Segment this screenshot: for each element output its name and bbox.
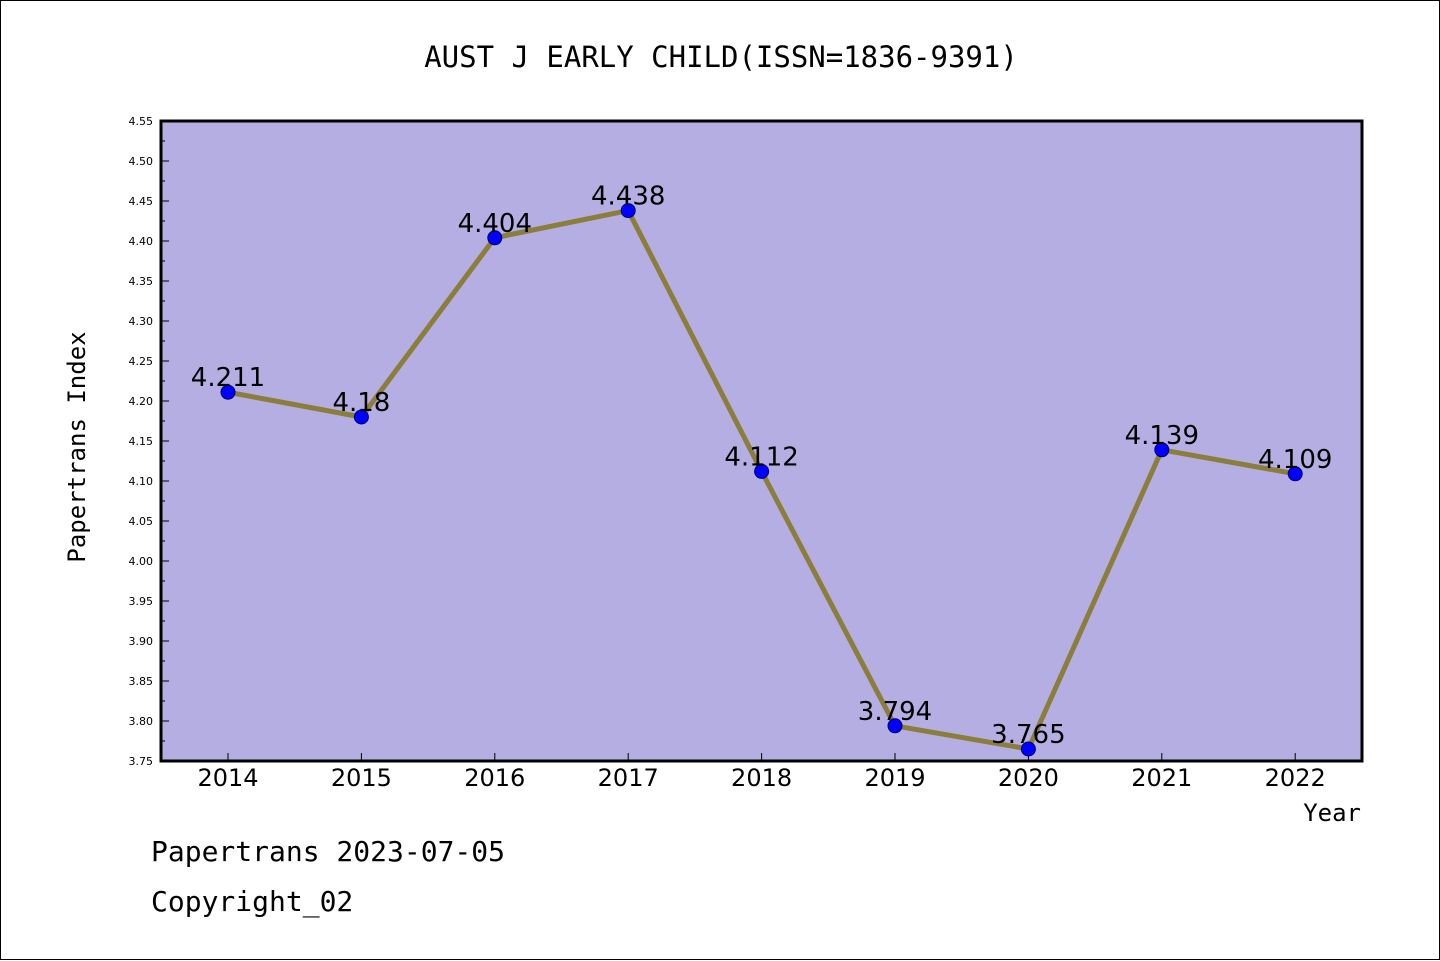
x-tick-label: 2014 [197,764,258,792]
y-tick-label: 4.10 [129,475,154,488]
y-tick-label: 3.85 [129,675,154,688]
data-point [487,230,503,246]
y-tick-label: 4.05 [129,515,154,528]
data-label: 4.18 [332,388,390,418]
x-tick-label: 2015 [331,764,392,792]
y-tick-label: 4.45 [129,195,154,208]
y-tick-label: 4.25 [129,355,154,368]
y-tick-label: 4.35 [129,275,154,288]
data-label: 3.794 [858,697,932,727]
y-tick-label: 3.95 [129,595,154,608]
footer-date-text: Papertrans 2023-07-05 [151,835,506,868]
x-tick-label: 2017 [598,764,659,792]
plot-frame [159,119,1364,763]
data-point [220,384,236,400]
y-tick-label: 3.75 [129,755,154,768]
y-tick-label: 4.20 [129,395,154,408]
y-tick-label: 3.90 [129,635,154,648]
data-labels: 4.211 4.18 4.404 4.438 4.112 3.794 3.765 4.139 4… [191,182,1333,750]
data-label: 4.211 [191,363,265,393]
data-point [620,203,636,219]
y-axis-title: Papertrans Index [63,331,91,562]
data-label: 4.139 [1125,421,1199,451]
data-label: 4.109 [1258,445,1332,475]
x-tick-label: 2021 [1131,764,1192,792]
y-tick-label: 4.30 [129,315,154,328]
y-axis: 3.75 3.80 3.85 3.90 3.95 4.00 4.05 4.10 4.15 4.20… [129,115,169,768]
x-tick-label: 2016 [464,764,525,792]
x-tick-label: 2022 [1265,764,1326,792]
data-label: 3.765 [991,720,1065,750]
data-label: 4.438 [591,182,665,212]
y-tick-label: 4.50 [129,155,154,168]
x-axis-title: Year [1303,799,1361,827]
plot-area [161,121,1362,761]
y-tick-label: 3.80 [129,715,154,728]
data-point [1154,442,1170,458]
x-tick-label: 2019 [864,764,925,792]
data-point [1020,741,1036,757]
data-point [887,718,903,734]
y-tick-label: 4.00 [129,555,154,568]
x-tick-label: 2018 [731,764,792,792]
chart-title: AUST J EARLY CHILD(ISSN=1836-9391) [424,40,1018,74]
x-tick-label: 2020 [998,764,1059,792]
footer-copyright-text: Copyright_02 [151,885,354,918]
y-tick-label: 4.40 [129,235,154,248]
series-layer [220,203,1303,757]
data-point [353,409,369,425]
data-label: 4.112 [724,442,798,472]
y-tick-label: 4.55 [129,115,154,128]
x-axis: 2014 2015 2016 2017 2018 2019 2020 2021 2022 [197,753,1326,792]
data-point [1287,466,1303,482]
y-tick-label: 4.15 [129,435,154,448]
data-point [754,463,770,479]
data-label: 4.404 [458,209,532,239]
